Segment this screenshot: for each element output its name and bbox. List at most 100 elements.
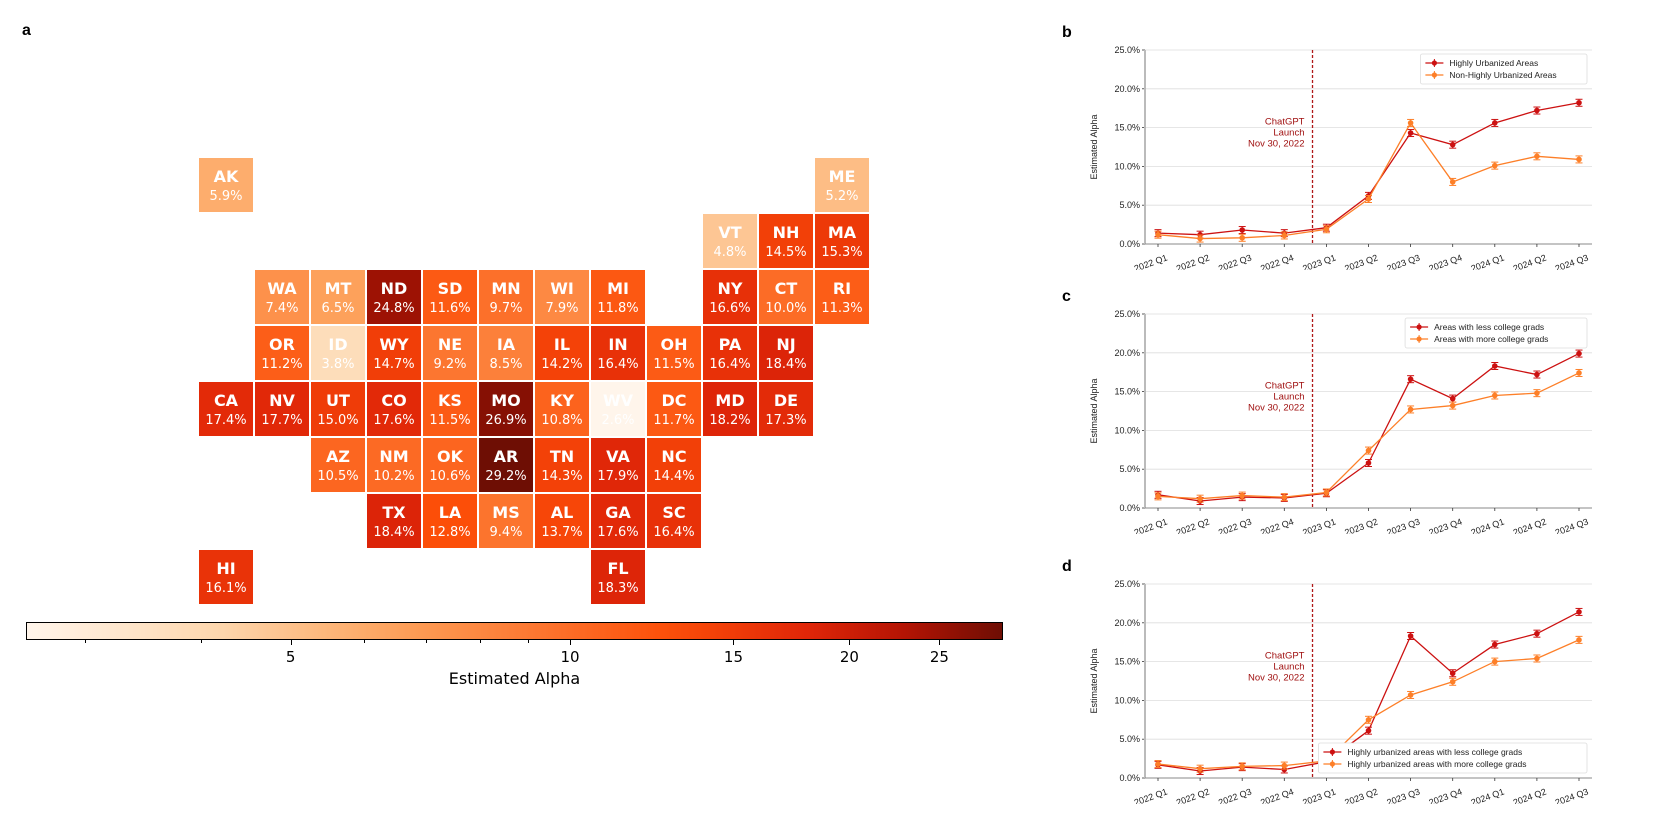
data-point [1196,764,1204,773]
state-tile-ak: AK 5.9% [199,158,253,212]
state-tile-wi: WI 7.9% [535,270,589,324]
marker [1449,678,1456,685]
marker [1155,761,1161,767]
state-abbr: SC [662,503,686,522]
data-point [1449,677,1457,686]
marker [1365,460,1372,466]
x-tick-label: 2023 Q3 [1385,516,1421,534]
state-abbr: DE [773,391,799,410]
y-tick-label: 25.0% [1114,45,1140,55]
state-value: 17.9% [597,469,639,484]
state-tile-sd: SD 11.6% [423,270,477,324]
legend-label: Areas with less college grads [1434,322,1544,332]
state-abbr: FL [607,559,629,578]
colorbar: Estimated Alpha 5 10 15 20 25 [26,622,1003,688]
state-value: 5.9% [209,189,243,204]
data-point [1154,760,1162,769]
state-value: 17.3% [765,413,807,428]
state-value: 16.4% [653,525,695,540]
x-tick-label: 2023 Q2 [1343,516,1379,534]
marker [1281,494,1288,500]
state-tile-nc: NC 14.4% [647,438,701,492]
colorbar-gradient [26,622,1003,640]
state-tile-nj: NJ 18.4% [759,326,813,380]
legend-label: Areas with more college grads [1434,334,1548,344]
state-abbr: TX [382,503,406,522]
data-point [1322,225,1330,234]
state-abbr: VT [718,223,742,242]
colorbar-title: Estimated Alpha [448,669,581,688]
data-point [1238,762,1246,771]
annotation-text: ChatGPT [1265,117,1305,128]
data-point [1491,161,1499,170]
data-point [1449,669,1457,678]
y-tick-label: 20.0% [1114,348,1140,358]
state-value: 16.4% [709,357,751,372]
data-point [1575,349,1583,358]
colorbar-major-tick [290,640,292,645]
x-tick-label: 2022 Q4 [1259,252,1295,270]
state-abbr: IN [608,335,628,354]
x-tick-label: 2024 Q1 [1470,516,1506,534]
y-tick-label: 0.0% [1119,773,1140,783]
data-point [1575,368,1583,377]
state-tile-ri: RI 11.3% [815,270,869,324]
state-abbr: MT [324,279,352,298]
legend-item: Areas with less college grads [1410,322,1544,332]
data-point [1365,458,1372,467]
x-tick-label: 2022 Q4 [1259,786,1295,804]
state-tile-ks: KS 11.5% [423,382,477,436]
state-value: 8.5% [489,357,523,372]
data-point [1533,106,1541,115]
state-abbr: RI [832,279,852,298]
x-tick-label: 2023 Q1 [1301,252,1337,270]
state-tile-tn: TN 14.3% [535,438,589,492]
state-abbr: ID [328,335,348,354]
data-point [1365,446,1372,455]
colorbar-minor-tick [364,640,366,643]
state-tile-nh: NH 14.5% [759,214,813,268]
series-line-1 [1157,121,1580,240]
data-point [1365,194,1372,203]
colorbar-tick-label: 15 [723,648,744,666]
colorbar-major-tick [733,640,735,645]
colorbar-major-tick [849,640,851,645]
annotation-text: ChatGPT [1265,651,1305,662]
data-point [1533,629,1541,638]
x-tick-label: 2022 Q2 [1175,516,1211,534]
data-point [1491,118,1499,127]
legend-label: Highly urbanized areas with more college… [1347,759,1526,769]
series-line-0 [1157,352,1580,502]
data-point [1280,231,1288,240]
state-abbr: CA [213,391,239,410]
state-value: 17.7% [261,413,303,428]
x-tick-label: 2024 Q2 [1512,252,1548,270]
state-tile-fl: FL 18.3% [591,550,645,604]
state-value: 11.5% [653,357,695,372]
state-abbr: NE [437,335,463,354]
marker [1365,717,1372,723]
marker [1323,489,1330,496]
marker [1449,179,1456,185]
y-tick-label: 10.0% [1114,425,1140,435]
y-axis-label: Estimated Alpha [1089,114,1099,179]
state-abbr: IL [553,335,571,354]
marker [1407,120,1414,126]
state-tile-sc: SC 16.4% [647,494,701,548]
state-tile-ne: NE 9.2% [423,326,477,380]
state-tile-mn: MN 9.7% [479,270,533,324]
data-point [1365,726,1372,735]
state-value: 17.4% [205,413,247,428]
state-value: 9.7% [489,301,523,316]
data-point [1407,129,1415,138]
data-point [1196,494,1204,503]
state-abbr: WI [550,279,574,298]
y-tick-label: 10.0% [1114,161,1140,171]
state-value: 2.6% [601,413,635,428]
state-value: 9.4% [489,525,523,540]
chart-svg: d 0.0% 5.0% 10.0% 15.0% 20.0% 25.0% Estimated A… [1062,558,1592,804]
marker [1407,633,1414,639]
state-value: 10.5% [317,469,359,484]
data-point [1533,370,1541,379]
data-point [1280,493,1288,502]
